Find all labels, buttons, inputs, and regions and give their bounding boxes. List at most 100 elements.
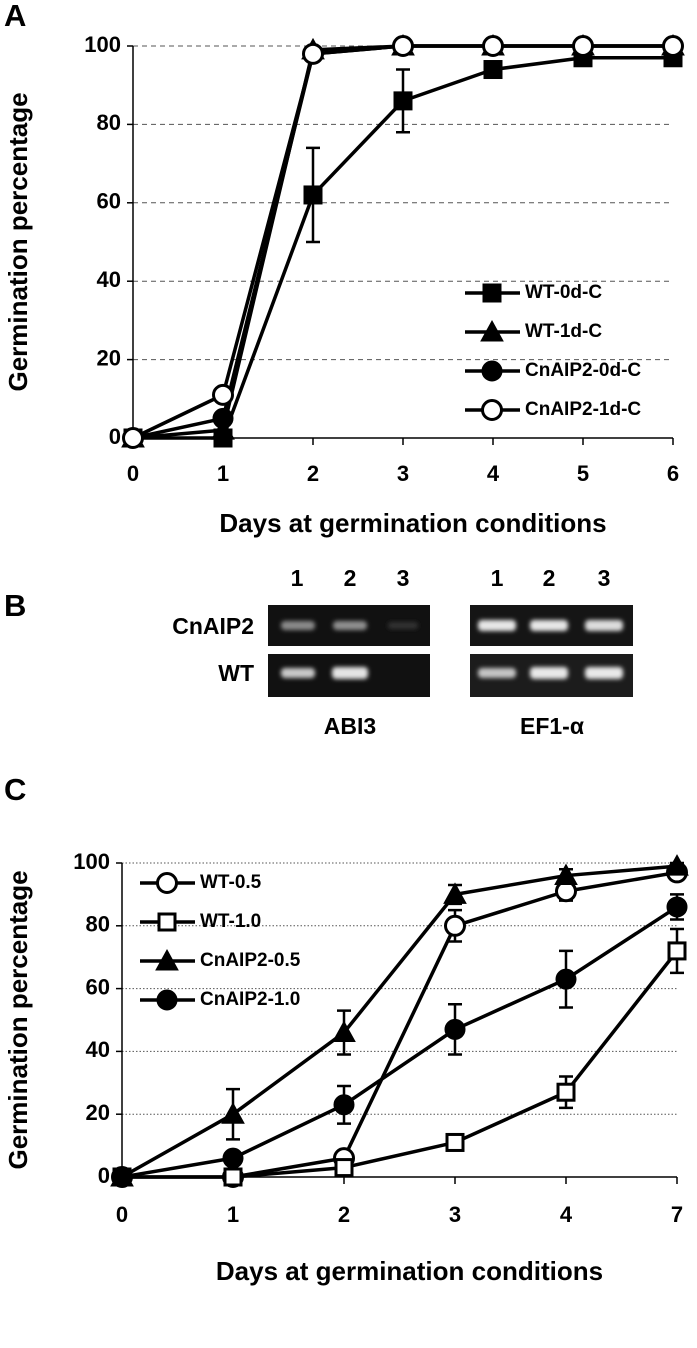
lane-number: 3 bbox=[598, 565, 611, 591]
x-tick-label: 2 bbox=[338, 1202, 350, 1227]
y-tick-label: 20 bbox=[86, 1100, 110, 1125]
marker bbox=[483, 60, 503, 80]
y-axis-title: Germination percentage bbox=[3, 92, 33, 391]
y-tick-label: 20 bbox=[97, 345, 121, 370]
x-tick-label: 0 bbox=[116, 1202, 128, 1227]
marker bbox=[666, 896, 688, 918]
marker bbox=[444, 914, 466, 937]
marker bbox=[156, 989, 178, 1011]
marker bbox=[444, 1018, 466, 1040]
gel-band bbox=[585, 667, 623, 679]
x-tick-label: 1 bbox=[217, 461, 229, 486]
legend-label: CnAIP2-1.0 bbox=[200, 989, 300, 1010]
x-tick-label: 7 bbox=[671, 1202, 683, 1227]
x-tick-label: 2 bbox=[307, 461, 319, 486]
marker bbox=[572, 35, 594, 57]
x-tick-label: 6 bbox=[667, 461, 679, 486]
marker bbox=[482, 35, 504, 57]
panel-label: A bbox=[4, 0, 26, 33]
marker bbox=[445, 1132, 465, 1152]
y-tick-label: 60 bbox=[97, 189, 121, 214]
marker bbox=[554, 863, 578, 886]
gel-band bbox=[585, 620, 623, 631]
marker bbox=[302, 42, 324, 65]
y-tick-label: 40 bbox=[86, 1037, 110, 1062]
gel-band bbox=[478, 668, 516, 678]
row-label: WT bbox=[218, 660, 254, 686]
marker bbox=[556, 1082, 576, 1102]
y-axis-title: Germination percentage bbox=[3, 870, 33, 1169]
panel-label: B bbox=[4, 588, 26, 623]
y-tick-label: 60 bbox=[86, 974, 110, 999]
marker bbox=[332, 1020, 356, 1043]
y-tick-label: 100 bbox=[84, 32, 121, 57]
lane-number: 1 bbox=[491, 565, 504, 591]
legend-label: WT-1d-C bbox=[525, 321, 602, 342]
x-axis-title: Days at germination conditions bbox=[216, 1256, 603, 1286]
marker bbox=[481, 360, 503, 382]
marker bbox=[481, 399, 503, 421]
marker bbox=[662, 35, 684, 57]
marker bbox=[212, 407, 234, 429]
legend-label: WT-0.5 bbox=[200, 872, 262, 893]
gel-abi3 bbox=[268, 605, 430, 697]
legend-label: CnAIP2-1d-C bbox=[525, 399, 641, 420]
marker bbox=[223, 1167, 243, 1187]
marker bbox=[393, 91, 413, 111]
marker bbox=[482, 283, 502, 303]
legend-label: WT-1.0 bbox=[200, 911, 261, 932]
marker bbox=[211, 418, 235, 440]
marker bbox=[155, 948, 179, 971]
x-tick-label: 3 bbox=[449, 1202, 461, 1227]
x-tick-label: 4 bbox=[560, 1202, 573, 1227]
marker bbox=[303, 185, 323, 205]
marker bbox=[156, 872, 178, 894]
lane-number: 2 bbox=[543, 565, 556, 591]
gel-band bbox=[333, 621, 367, 630]
series-line bbox=[122, 949, 679, 1179]
legend-label: WT-0d-C bbox=[525, 282, 602, 303]
marker bbox=[443, 882, 467, 904]
row-label: CnAIP2 bbox=[172, 613, 254, 639]
marker bbox=[392, 35, 414, 57]
marker bbox=[157, 912, 177, 932]
marker bbox=[111, 1166, 133, 1188]
series-line bbox=[121, 905, 678, 1179]
marker bbox=[334, 1158, 354, 1178]
marker bbox=[212, 383, 234, 406]
x-tick-label: 5 bbox=[577, 461, 589, 486]
marker bbox=[222, 1147, 244, 1169]
y-tick-label: 0 bbox=[98, 1163, 110, 1188]
marker bbox=[555, 968, 577, 990]
y-tick-label: 80 bbox=[86, 912, 110, 937]
series-line bbox=[121, 864, 678, 1179]
y-tick-label: 40 bbox=[97, 267, 121, 292]
gene-label: ABI3 bbox=[324, 713, 376, 739]
x-tick-label: 0 bbox=[127, 461, 139, 486]
gene-label: EF1-α bbox=[520, 713, 584, 739]
lane-number: 2 bbox=[344, 565, 357, 591]
lane-number: 1 bbox=[291, 565, 304, 591]
legend-label: CnAIP2-0.5 bbox=[200, 950, 301, 971]
lane-number: 3 bbox=[397, 565, 410, 591]
gel-band bbox=[478, 620, 516, 631]
marker bbox=[667, 941, 687, 961]
marker bbox=[665, 854, 689, 876]
x-axis-title: Days at germination conditions bbox=[219, 508, 606, 538]
x-tick-label: 1 bbox=[227, 1202, 239, 1227]
x-tick-label: 3 bbox=[397, 461, 409, 486]
gel-band bbox=[332, 667, 368, 679]
marker bbox=[122, 427, 144, 449]
legend-label: CnAIP2-0d-C bbox=[525, 360, 641, 381]
gel-band bbox=[281, 668, 315, 678]
y-tick-label: 80 bbox=[97, 110, 121, 135]
gel-band bbox=[281, 621, 315, 630]
gel-band bbox=[530, 667, 568, 679]
panel-label: C bbox=[4, 772, 26, 807]
gel-ef1 bbox=[470, 605, 633, 697]
marker bbox=[333, 1094, 355, 1116]
y-tick-label: 100 bbox=[73, 849, 110, 874]
y-tick-label: 0 bbox=[109, 424, 121, 449]
